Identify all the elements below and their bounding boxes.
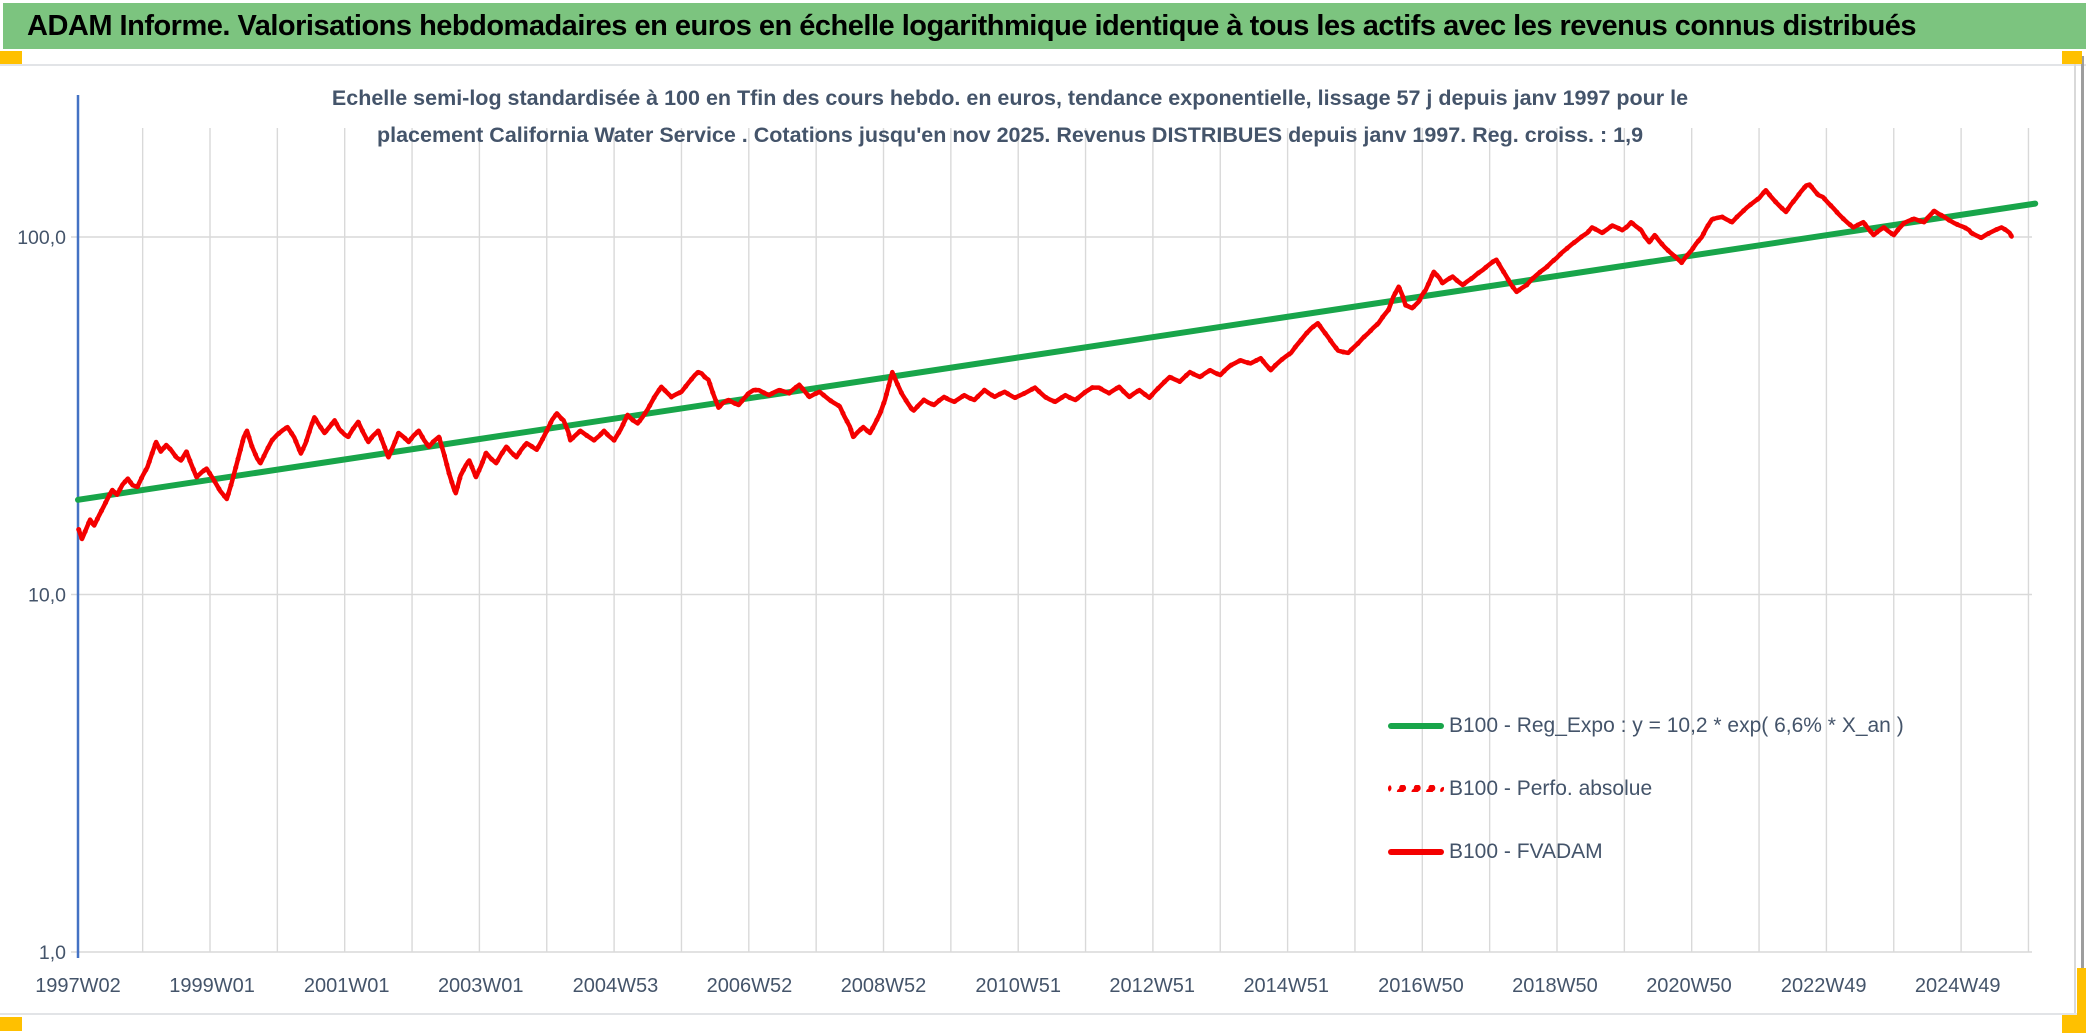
legend-label: B100 - Reg_Expo : y = 10,2 * exp( 6,6% *…: [1449, 713, 1904, 737]
legend-item-perfo-absolue: B100 - Perfo. absolue: [1388, 757, 1904, 820]
series-line-solid: [75, 200, 2039, 503]
y-axis-tick-label: 100,0: [17, 227, 66, 249]
y-axis-tick-label: 1,0: [39, 942, 66, 964]
dotted-line-swatch-icon: [1388, 785, 1444, 792]
legend-label: B100 - Perfo. absolue: [1449, 776, 1653, 800]
x-axis-tick-label: 2024W49: [1915, 975, 2001, 997]
x-axis-tick-label: 2022W49: [1781, 975, 1867, 997]
chart-legend: B100 - Reg_Expo : y = 10,2 * exp( 6,6% *…: [1388, 694, 1904, 883]
chart-title-line1: Echelle semi-log standardisée à 100 en T…: [331, 86, 1689, 110]
legend-item-fvadam: B100 - FVADAM: [1388, 820, 1904, 883]
gold-right-edge-bar: [2077, 968, 2086, 1033]
gold-corner-top-right: [2062, 51, 2082, 64]
legend-label: B100 - FVADAM: [1449, 839, 1603, 863]
x-axis-tick-label: 2006W52: [707, 975, 793, 997]
chart-title-line2: placement California Water Service . Cot…: [376, 123, 1644, 147]
trend-line-swatch-icon: [1388, 722, 1444, 729]
x-axis-tick-label: 2014W51: [1243, 975, 1329, 997]
gold-corner-top-left: [0, 51, 22, 64]
x-axis-tick-label: 2016W50: [1378, 975, 1464, 997]
page-right-border: [2081, 56, 2084, 1033]
series-line-swatch-icon: [1388, 848, 1444, 855]
x-axis-tick-label: 1999W01: [169, 975, 255, 997]
x-axis-tick-label: 2001W01: [304, 975, 390, 997]
chart-right-border: [2074, 64, 2076, 1013]
chart-title: Echelle semi-log standardisée à 100 en T…: [0, 80, 2020, 154]
top-separator-line: [0, 64, 2086, 66]
header-banner: ADAM Informe. Valorisations hebdomadaire…: [3, 3, 2086, 49]
x-axis-tick-label: 2004W53: [573, 975, 659, 997]
bottom-separator-line: [0, 1013, 2086, 1015]
gold-corner-bottom-left: [0, 1017, 22, 1031]
x-axis-tick-label: 2008W52: [841, 975, 927, 997]
x-axis-tick-label: 2010W51: [975, 975, 1061, 997]
legend-item-reg-expo: B100 - Reg_Expo : y = 10,2 * exp( 6,6% *…: [1388, 694, 1904, 757]
x-axis-tick-label: 2018W50: [1512, 975, 1598, 997]
header-title: ADAM Informe. Valorisations hebdomadaire…: [27, 9, 1917, 42]
x-axis-tick-label: 1997W02: [35, 975, 121, 997]
x-axis-tick-label: 2020W50: [1646, 975, 1732, 997]
x-axis-tick-label: 2012W51: [1109, 975, 1195, 997]
x-axis-tick-label: 2003W01: [438, 975, 524, 997]
y-axis-tick-label: 10,0: [28, 585, 66, 607]
series-line-solid: [76, 182, 2014, 542]
